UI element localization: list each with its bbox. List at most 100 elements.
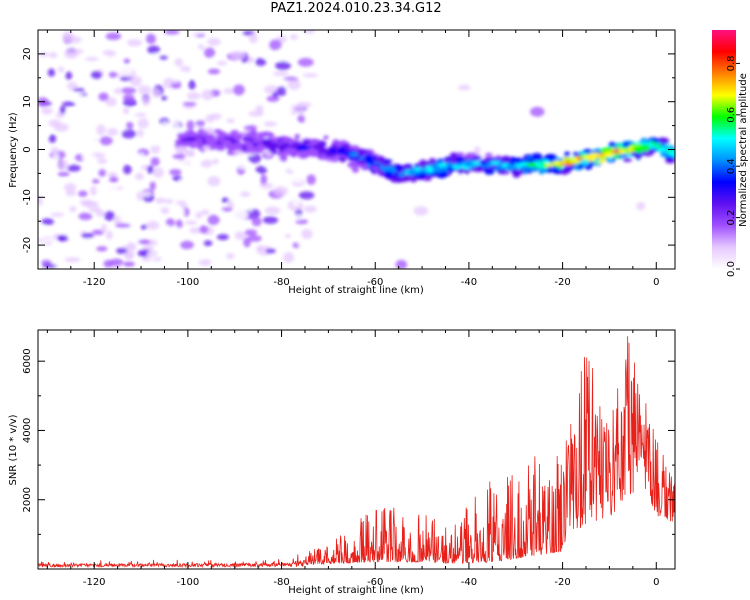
heatmap-cell <box>84 56 99 62</box>
heatmap-cell <box>195 211 203 219</box>
heatmap-cell <box>545 162 550 168</box>
heatmap-cell <box>198 259 214 266</box>
heatmap-cell <box>276 150 283 157</box>
heatmap-cell <box>129 108 140 115</box>
spectrogram-y-tick-label: -10 <box>22 189 33 205</box>
heatmap-cell <box>122 94 135 102</box>
heatmap-cell <box>349 151 359 157</box>
heatmap-cell <box>135 172 144 181</box>
heatmap-cell <box>165 122 181 133</box>
heatmap-cell <box>161 67 173 77</box>
heatmap-cell <box>48 119 61 128</box>
heatmap-cell <box>501 155 511 164</box>
heatmap-cell <box>302 73 319 78</box>
heatmap-cell <box>435 170 448 179</box>
colorbar-tick-label: 0.4 <box>726 158 737 174</box>
heatmap-cell <box>208 249 216 260</box>
heatmap-cell <box>292 200 300 207</box>
heatmap-cell <box>379 164 384 170</box>
heatmap-cell <box>603 153 608 158</box>
heatmap-cell <box>548 163 554 166</box>
heatmap-cell <box>201 89 214 101</box>
heatmap-cell <box>198 167 205 176</box>
heatmap-cell <box>264 158 272 168</box>
heatmap-cell <box>57 66 65 73</box>
heatmap-cell <box>263 121 277 127</box>
heatmap-cell <box>565 162 573 167</box>
snr-panel: -120 -100 -80 -60 -40 -20 0 2000 4000 6000 Height… <box>8 329 676 596</box>
heatmap-cell <box>303 30 316 34</box>
heatmap-cell <box>667 151 675 156</box>
snr-x-tick-label: -60 <box>367 577 383 588</box>
heatmap-cell <box>471 161 481 165</box>
heatmap-cell <box>92 178 100 184</box>
heatmap-cell <box>313 126 327 136</box>
heatmap-cell <box>57 171 70 177</box>
heatmap-cell <box>240 254 248 261</box>
heatmap-cell <box>69 205 77 213</box>
colorbar-label: Normalized spectral amplitude <box>738 73 749 227</box>
heatmap-cell <box>230 129 239 135</box>
heatmap-cell <box>209 143 217 151</box>
heatmap-cell <box>172 43 180 53</box>
heatmap-cell <box>77 190 88 197</box>
heatmap-cell <box>246 203 253 213</box>
heatmap-cell <box>483 167 495 175</box>
heatmap-cell <box>252 193 265 200</box>
heatmap-cell <box>248 235 262 242</box>
heatmap-cell <box>206 127 214 135</box>
heatmap-cell <box>105 97 117 107</box>
heatmap-cell <box>306 174 316 185</box>
heatmap-cell <box>54 261 67 267</box>
heatmap-cell <box>233 84 245 96</box>
colorbar-ticks: 0.0 0.2 0.4 0.6 0.8 <box>726 55 740 277</box>
heatmap-cell <box>119 65 134 75</box>
heatmap-cell <box>185 130 195 135</box>
heatmap-cell <box>125 121 134 130</box>
heatmap-cell <box>276 79 288 89</box>
heatmap-cell <box>98 54 108 59</box>
heatmap-cell <box>123 164 132 175</box>
heatmap-cell <box>265 233 274 239</box>
heatmap-cell <box>295 219 308 225</box>
spectrogram-x-tick-label: -20 <box>554 277 570 288</box>
heatmap-cell <box>248 145 256 154</box>
heatmap-cell <box>331 144 337 150</box>
heatmap-cell <box>230 51 246 60</box>
heatmap-cell <box>145 220 160 230</box>
heatmap-cell <box>636 201 646 211</box>
heatmap-cell <box>490 160 501 165</box>
heatmap-cell <box>65 109 79 118</box>
heatmap-cell <box>512 169 522 177</box>
heatmap-cell <box>115 223 131 228</box>
heatmap-cell <box>215 44 228 51</box>
heatmap-cell <box>53 194 64 206</box>
heatmap-cell <box>379 172 385 177</box>
heatmap-cell <box>216 233 229 241</box>
heatmap-cell <box>108 176 119 183</box>
heatmap-cell <box>186 120 195 131</box>
heatmap-cell <box>126 241 137 251</box>
heatmap-cell <box>331 109 342 116</box>
heatmap-cell <box>279 154 288 162</box>
spectrogram-y-tick-label: 20 <box>22 48 33 61</box>
heatmap-cell <box>234 231 246 240</box>
snr-frame <box>37 329 676 570</box>
heatmap-cell <box>582 155 590 160</box>
heatmap-cell <box>298 191 315 200</box>
heatmap-cell <box>584 163 593 170</box>
heatmap-cell <box>293 214 303 221</box>
heatmap-cell <box>108 71 118 78</box>
heatmap-cell <box>224 169 233 175</box>
heatmap-cell <box>140 224 148 230</box>
heatmap-cell <box>217 209 224 217</box>
heatmap-cell <box>255 58 267 67</box>
heatmap-cell <box>169 169 182 176</box>
heatmap-cell <box>184 253 199 261</box>
heatmap-cell <box>262 216 279 224</box>
heatmap-cell <box>209 113 222 120</box>
heatmap-cell <box>251 216 262 227</box>
heatmap-cell <box>122 107 130 115</box>
heatmap-cell <box>217 131 225 139</box>
